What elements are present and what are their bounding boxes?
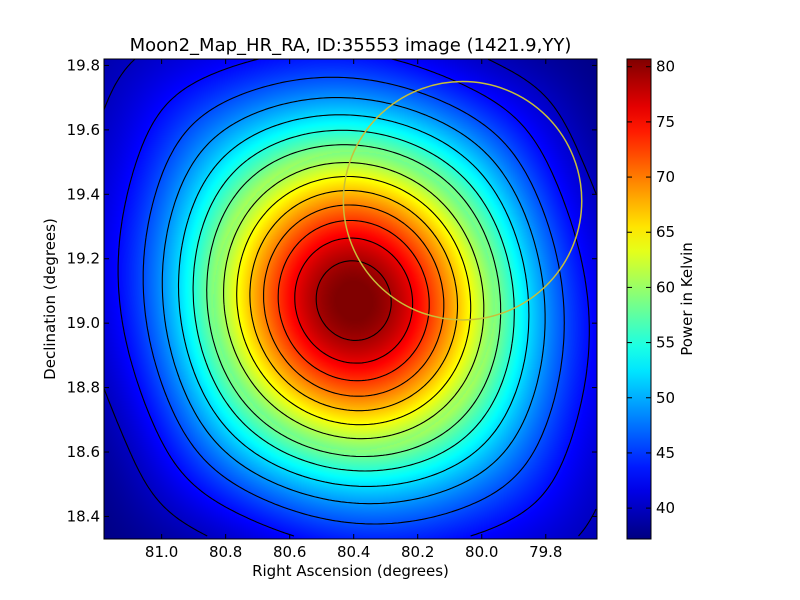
x-tick-label: 80.2 (401, 543, 434, 561)
colorbar-tick-label: 50 (656, 389, 675, 407)
contour-level-5 (192, 129, 515, 472)
contour-level-12 (294, 237, 414, 364)
contour-level-9 (249, 189, 459, 412)
contour-level-3 (161, 97, 546, 505)
plot-frame (103, 58, 598, 540)
contour-level-7 (223, 162, 485, 440)
contour-level-13 (315, 260, 392, 341)
colorbar-tick-label: 45 (656, 444, 675, 462)
y-tick-label: 19.4 (67, 185, 100, 203)
y-tick-label: 19.0 (67, 314, 100, 332)
beam-circle (342, 80, 583, 321)
contour-lines (104, 59, 597, 537)
y-tick-label: 18.4 (67, 507, 100, 525)
colorbar-tick-label: 75 (656, 113, 675, 131)
x-axis-label: Right Ascension (degrees) (252, 562, 449, 580)
colorbar-tick-label: 80 (656, 58, 675, 76)
colorbar-tick-label: 60 (656, 278, 675, 296)
colorbar-tick-label: 40 (656, 499, 675, 517)
contour-level-10 (263, 204, 445, 397)
x-tick-label: 81.0 (145, 543, 178, 561)
y-tick-label: 19.2 (67, 250, 100, 268)
heatmap-canvas (104, 59, 597, 539)
colorbar-tick-label: 70 (656, 168, 675, 186)
x-tick-label: 80.4 (337, 543, 370, 561)
contour-level-11 (277, 219, 430, 382)
colorbar-tick-label: 55 (656, 334, 675, 352)
y-tick-label: 19.8 (67, 56, 100, 74)
contour-level-4 (177, 114, 530, 487)
x-tick-label: 80.8 (209, 543, 242, 561)
x-tick-label: 80.6 (273, 543, 306, 561)
heatmap-area (104, 59, 597, 539)
colorbar (627, 59, 651, 539)
x-tick-label: 79.8 (529, 543, 562, 561)
chart-title: Moon2_Map_HR_RA, ID:35553 image (1421.9,… (129, 35, 572, 56)
colorbar-frame (626, 58, 652, 540)
contour-level-0 (104, 59, 597, 537)
y-tick-label: 18.8 (67, 379, 100, 397)
y-axis-label: Declination (degrees) (41, 218, 59, 380)
y-axis: 18.4 18.6 18.8 19.0 19.2 19.4 19.6 19.8 (67, 56, 597, 525)
contour-level-2 (142, 76, 565, 525)
contour-level-6 (206, 144, 502, 458)
y-tick-label: 19.6 (67, 121, 100, 139)
colorbar-axis: 40 45 50 55 60 65 70 75 80 (627, 58, 675, 517)
colorbar-tick-label: 65 (656, 223, 675, 241)
y-tick-label: 18.6 (67, 443, 100, 461)
colorbar-label: Power in Kelvin (678, 242, 696, 356)
x-tick-label: 80.0 (465, 543, 498, 561)
contour-level-8 (236, 175, 472, 426)
x-axis: 81.0 80.8 80.6 80.4 80.2 80.0 79.8 (145, 59, 562, 561)
